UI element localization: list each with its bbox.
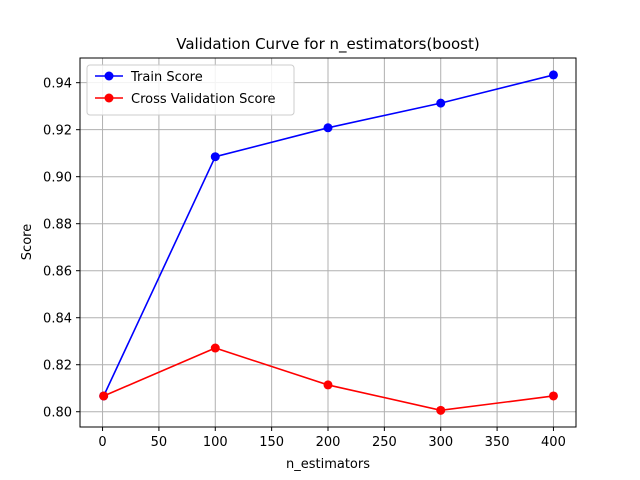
data-point bbox=[323, 380, 333, 390]
y-tick-label: 0.92 bbox=[43, 124, 72, 139]
series-line bbox=[102, 74, 554, 397]
y-tick-label: 0.82 bbox=[43, 359, 72, 374]
legend-item: Train Score bbox=[95, 70, 203, 85]
x-tick-label: 50 bbox=[151, 435, 168, 450]
legend-label: Train Score bbox=[130, 70, 203, 85]
x-tick-label: 250 bbox=[372, 435, 397, 450]
grid bbox=[80, 58, 576, 427]
y-tick-label: 0.88 bbox=[43, 218, 72, 233]
x-tick-label: 150 bbox=[259, 435, 284, 450]
x-tick-label: 400 bbox=[541, 435, 566, 450]
series-train-score bbox=[99, 70, 558, 401]
x-tick-label: 350 bbox=[485, 435, 510, 450]
x-tick-label: 0 bbox=[98, 435, 106, 450]
data-point bbox=[436, 405, 446, 415]
legend-swatch-marker bbox=[104, 71, 114, 81]
chart-title: Validation Curve for n_estimators(boost) bbox=[176, 35, 479, 54]
x-axis-label: n_estimators bbox=[286, 457, 370, 472]
x-tick-label: 200 bbox=[316, 435, 341, 450]
x-tick-label: 300 bbox=[428, 435, 453, 450]
x-tick-label: 100 bbox=[203, 435, 228, 450]
data-point bbox=[548, 70, 558, 80]
legend-swatch-marker bbox=[104, 93, 114, 103]
data-point bbox=[323, 123, 333, 133]
legend-item: Cross Validation Score bbox=[95, 92, 276, 107]
axis-ticks: 0 50 100 150 200 250 300 350 400 0.80 0.82 0.84 0.86… bbox=[43, 77, 566, 450]
y-tick-label: 0.94 bbox=[43, 77, 72, 92]
series-cross-validation-score bbox=[99, 343, 558, 415]
data-point bbox=[99, 391, 109, 401]
y-tick-label: 0.80 bbox=[43, 406, 72, 421]
legend-label: Cross Validation Score bbox=[131, 92, 276, 107]
legend-frame bbox=[86, 64, 295, 116]
y-tick-label: 0.84 bbox=[43, 312, 72, 327]
legend: Train Score Cross Validation Score bbox=[86, 64, 295, 116]
series bbox=[99, 70, 558, 415]
series-line bbox=[103, 347, 554, 412]
data-point bbox=[210, 152, 220, 162]
data-point bbox=[210, 343, 220, 353]
y-tick-label: 0.86 bbox=[43, 265, 72, 280]
y-tick-label: 0.90 bbox=[43, 171, 72, 186]
data-point bbox=[436, 98, 446, 108]
y-axis-label: Score bbox=[20, 224, 35, 260]
data-point bbox=[548, 391, 558, 401]
